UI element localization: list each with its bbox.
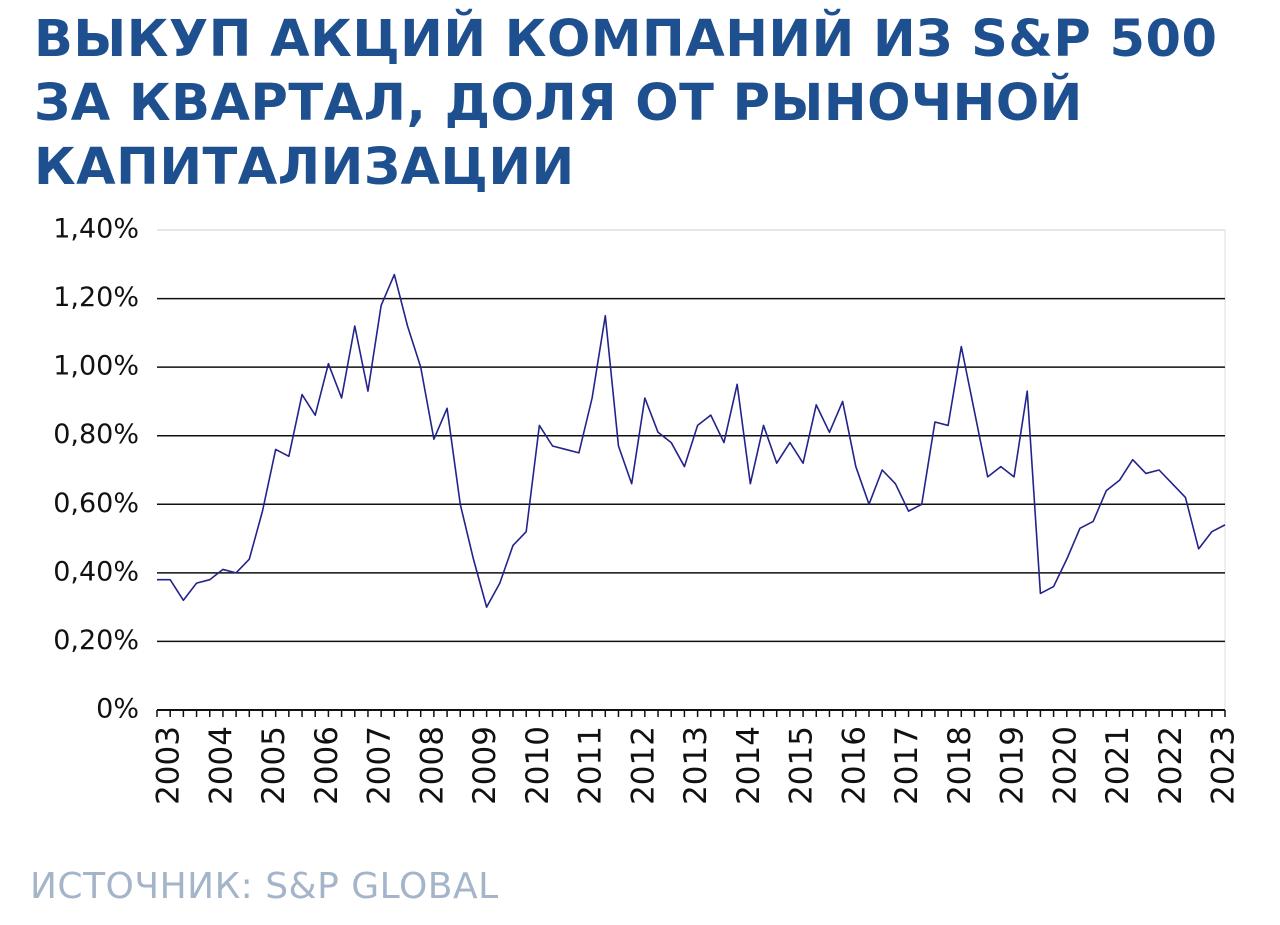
- x-tick-label: 2012: [625, 726, 661, 805]
- x-tick-label: 2003: [151, 726, 187, 805]
- x-tick-label: 2006: [309, 726, 345, 805]
- x-tick-label: 2019: [995, 726, 1031, 805]
- y-tick-label: 0,40%: [53, 556, 139, 587]
- x-tick-label: 2014: [731, 726, 767, 805]
- chart-title: ВЫКУП АКЦИЙ КОМПАНИЙ ИЗ S&P 500 ЗА КВАРТ…: [34, 10, 1218, 197]
- y-tick-label: 0%: [96, 694, 139, 725]
- y-tick-label: 1,00%: [53, 351, 139, 382]
- x-tick-label: 2009: [467, 726, 503, 805]
- y-tick-label: 1,20%: [53, 282, 139, 313]
- x-tick-label: 2023: [1206, 726, 1242, 805]
- y-tick-label: 0,20%: [53, 625, 139, 656]
- x-tick-label: 2007: [362, 726, 398, 805]
- x-tick-label: 2011: [573, 726, 609, 805]
- x-tick-label: 2008: [414, 726, 450, 805]
- y-tick-label: 0,80%: [53, 419, 139, 450]
- source-note: ИСТОЧНИК: S&P GLOBAL: [30, 866, 499, 907]
- x-tick-label: 2004: [203, 726, 239, 805]
- x-tick-label: 2010: [520, 726, 556, 805]
- x-tick-label: 2013: [678, 726, 714, 805]
- x-tick-label: 2005: [256, 726, 292, 805]
- x-tick-label: 2016: [836, 726, 872, 805]
- data-line: [157, 273, 1226, 608]
- x-tick-label: 2021: [1100, 726, 1136, 805]
- x-tick-label: 2020: [1047, 726, 1083, 805]
- x-tick-label: 2017: [889, 726, 925, 805]
- y-tick-label: 0,60%: [53, 488, 139, 519]
- x-tick-label: 2018: [942, 726, 978, 805]
- x-tick-label: 2022: [1153, 726, 1189, 805]
- y-tick-label: 1,40%: [53, 214, 139, 245]
- x-tick-label: 2015: [784, 726, 820, 805]
